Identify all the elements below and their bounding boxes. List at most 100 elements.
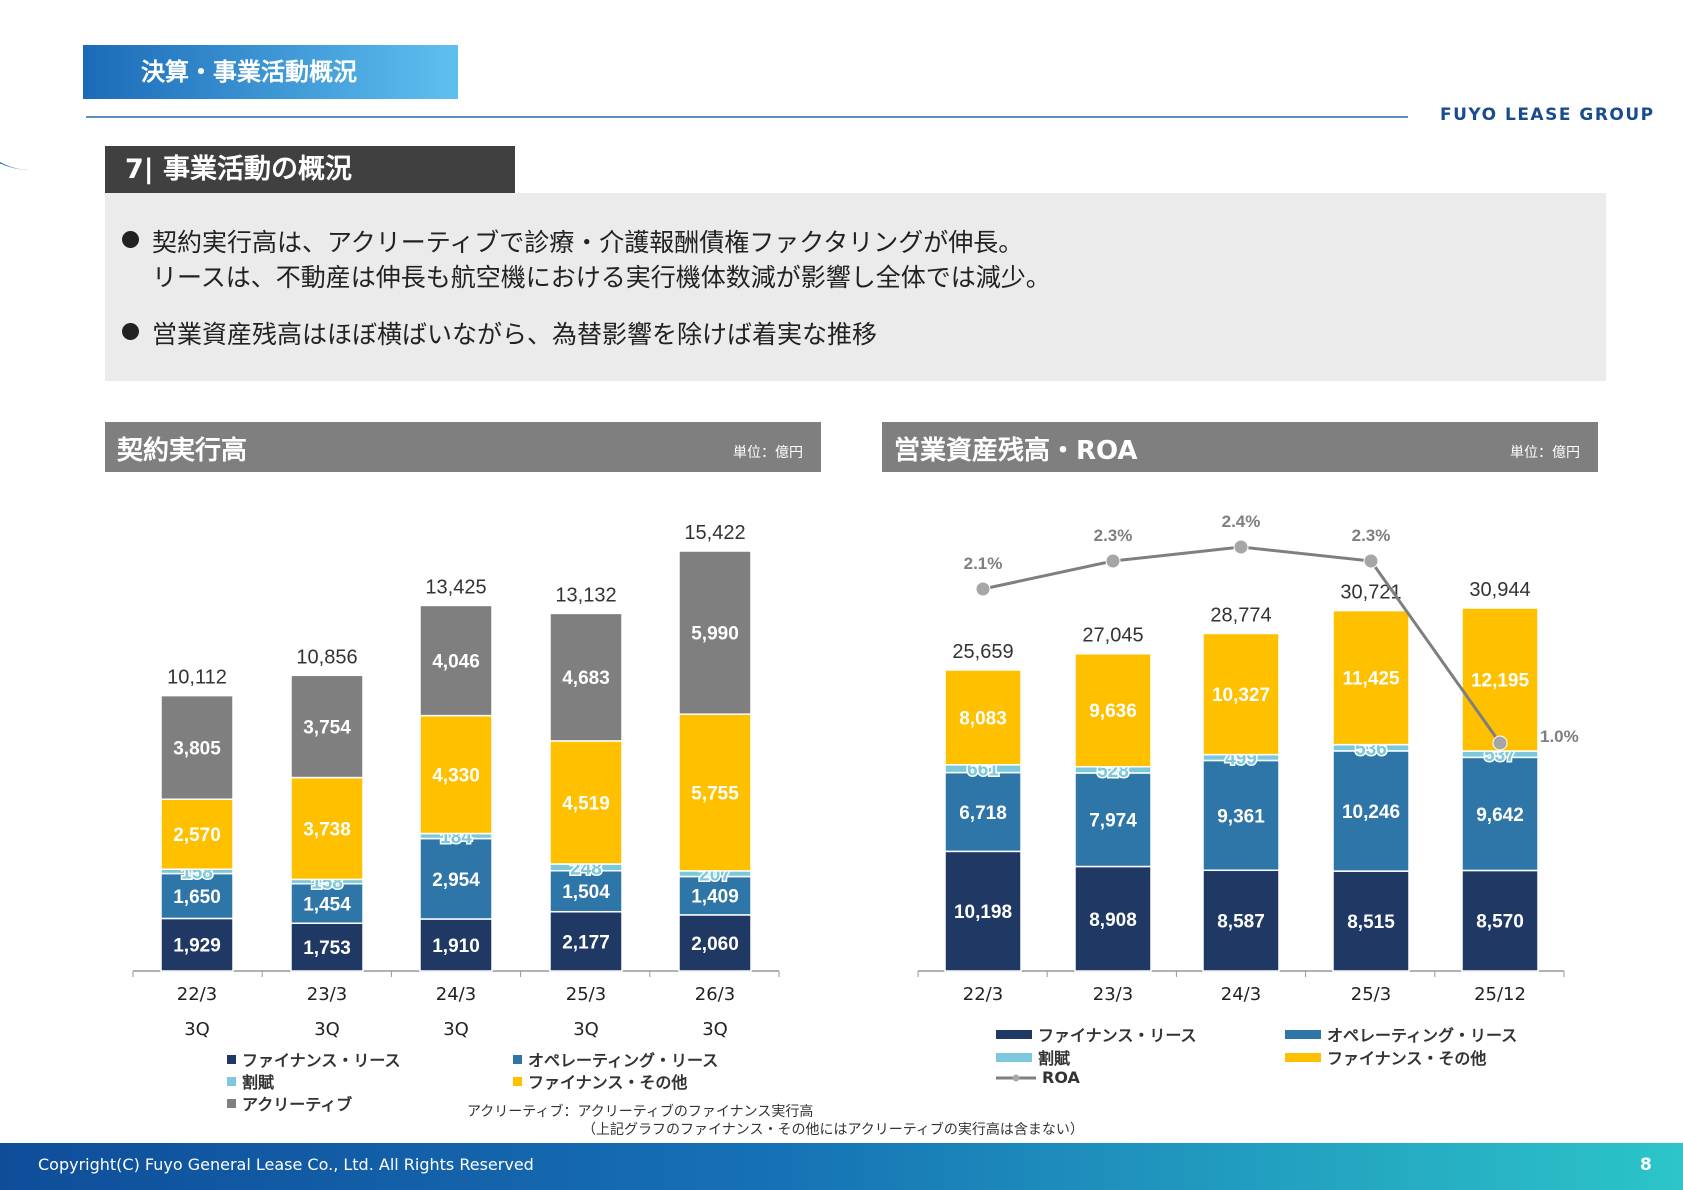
- chart1-title: 契約実行高: [117, 436, 248, 466]
- legend-swatch: [1285, 1029, 1321, 1039]
- category-label: 26/3: [694, 984, 736, 1005]
- bar-segment-operating-lease: [160, 872, 234, 920]
- bar-segment-installment: [419, 832, 493, 840]
- data-label: 10,198: [954, 902, 1012, 923]
- bar-segment-finance-lease: [1332, 870, 1410, 972]
- data-label: 1,650: [173, 887, 221, 908]
- data-label: 8,083: [959, 708, 1007, 729]
- bar-segment-operating-lease: [1202, 759, 1280, 872]
- data-label: 7,974: [1089, 811, 1137, 832]
- data-label: 2,177: [562, 932, 610, 953]
- data-label: 2,060: [691, 934, 739, 955]
- bullet-icon: [122, 323, 139, 340]
- legend-swatch: [227, 1054, 236, 1064]
- roa-label: 2.3%: [1352, 526, 1391, 545]
- chart1-note-1: アクリーティブ：アクリーティブのファイナンス実行高: [467, 1104, 814, 1120]
- category-label: 25/3: [565, 984, 607, 1005]
- data-label: 207: [699, 865, 731, 886]
- legend-label: オペレーティング・リース: [528, 1051, 719, 1070]
- bar-segment-finance-other: [1332, 609, 1410, 746]
- data-label: 1,504: [562, 882, 610, 903]
- legend-swatch: [227, 1098, 236, 1108]
- bar-segment-finance-other: [944, 669, 1022, 766]
- bar-segment-accretive: [160, 694, 234, 800]
- legend-swatch: [996, 1029, 1032, 1039]
- category-label: 22/3: [962, 984, 1004, 1005]
- bar-segment-finance-lease: [160, 917, 234, 972]
- data-label: 9,642: [1476, 805, 1524, 826]
- bar-segment-finance-lease: [549, 910, 623, 972]
- legend-label: ファイナンス・リース: [242, 1051, 401, 1070]
- chart2-header: 営業資産残高・ROA 単位：億円: [882, 422, 1598, 472]
- data-label: 537: [1484, 745, 1516, 766]
- roa-label: 2.3%: [1094, 526, 1133, 545]
- legend-swatch: [1285, 1052, 1321, 1062]
- data-label: 4,046: [432, 652, 480, 673]
- bar-segment-accretive: [419, 604, 493, 717]
- bar-segment-installment: [290, 878, 364, 885]
- data-label: 1,454: [303, 894, 351, 915]
- data-label: 9,361: [1217, 806, 1265, 827]
- legend2-finance-other: ファイナンス・その他: [1285, 1045, 1486, 1069]
- bar-segment-installment: [1202, 753, 1280, 762]
- bar-segment-finance-other: [1202, 632, 1280, 756]
- bar-segment-installment: [1332, 743, 1410, 752]
- data-label: 8,570: [1476, 912, 1524, 933]
- bar-segment-installment: [944, 764, 1022, 774]
- data-label: 528: [1097, 761, 1129, 782]
- legend-label: ファイナンス・その他: [1327, 1049, 1487, 1068]
- bar-segment-operating-lease: [419, 837, 493, 920]
- legend-label: 割賦: [1038, 1049, 1071, 1068]
- data-label: 158: [311, 873, 343, 894]
- total-label: 30,944: [1469, 579, 1530, 601]
- category-label: 24/3: [1220, 984, 1262, 1005]
- category-label: 3Q: [573, 1019, 599, 1040]
- bar-segment-finance-other: [678, 713, 752, 872]
- bullet-1-line-1: 契約実行高は、アクリーティブで診療・介護報酬債権ファクタリングが伸長。: [152, 228, 1024, 257]
- data-label: 11,425: [1342, 669, 1399, 690]
- bar-segment-operating-lease: [678, 875, 752, 916]
- data-label: 8,587: [1217, 912, 1265, 933]
- legend-operating-lease: オペレーティング・リース: [513, 1047, 718, 1071]
- data-label: 10,327: [1212, 685, 1270, 706]
- roa-label: 1.0%: [1540, 727, 1579, 746]
- legend-label: ファイナンス・その他: [528, 1073, 688, 1092]
- chart1-unit: 単位：億円: [733, 445, 803, 461]
- legend-installment: 割賦: [227, 1069, 274, 1093]
- legend-finance-other: ファイナンス・その他: [513, 1069, 687, 1093]
- total-label: 10,856: [296, 646, 357, 668]
- data-label: 4,519: [562, 793, 610, 814]
- total-label: 13,132: [555, 584, 616, 606]
- roa-label: 2.4%: [1222, 512, 1261, 531]
- bar-segment-finance-other: [290, 776, 364, 881]
- bullet-icon: [122, 231, 139, 248]
- data-label: 184: [440, 827, 472, 848]
- bar-segment-operating-lease: [290, 882, 364, 925]
- category-label: 3Q: [184, 1019, 210, 1040]
- total-label: 28,774: [1210, 604, 1271, 626]
- summary-panel: [105, 193, 1606, 381]
- bar-segment-finance-lease: [419, 918, 493, 972]
- data-label: 5,990: [691, 624, 739, 645]
- legend-label: オペレーティング・リース: [1327, 1026, 1518, 1045]
- legend2-roa: ROA: [996, 1068, 1080, 1087]
- total-label: 10,112: [167, 667, 227, 689]
- category-label: 3Q: [702, 1019, 728, 1040]
- data-label: 248: [570, 858, 602, 879]
- bar-segment-installment: [1461, 750, 1539, 759]
- total-label: 13,425: [425, 576, 486, 598]
- legend-swatch: [996, 1052, 1032, 1062]
- data-label: 10,246: [1342, 802, 1400, 823]
- data-label: 1,929: [173, 936, 221, 957]
- legend-swatch: [513, 1076, 522, 1086]
- bar-segment-operating-lease: [1461, 756, 1539, 872]
- data-label: 8,908: [1089, 910, 1137, 931]
- data-label: 8,515: [1347, 912, 1395, 933]
- total-label: 15,422: [684, 522, 745, 544]
- footer-bar: [0, 1143, 1683, 1190]
- data-label: 3,754: [303, 717, 351, 738]
- copyright: Copyright(C) Fuyo General Lease Co., Ltd…: [38, 1155, 534, 1174]
- data-label: 1,910: [432, 936, 480, 957]
- data-label: 3,738: [303, 819, 351, 840]
- data-label: 3,805: [173, 738, 221, 759]
